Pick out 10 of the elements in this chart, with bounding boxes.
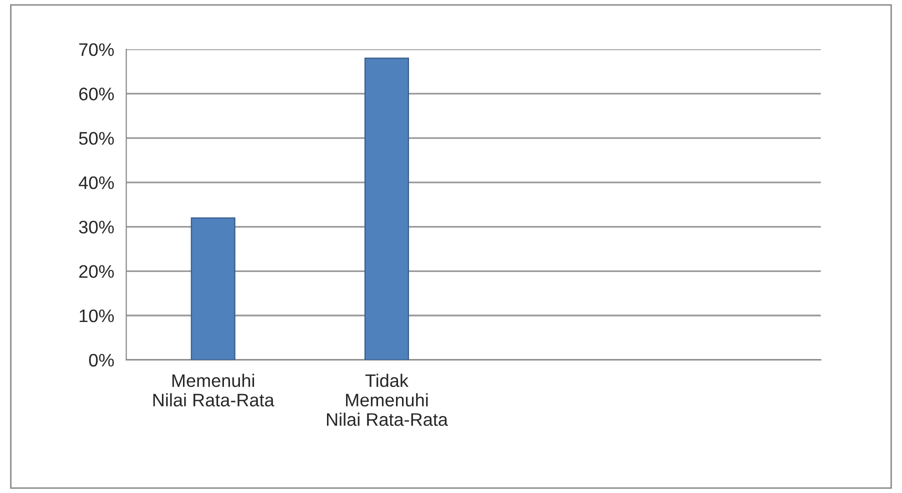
x-tick-label: Memenuhi Nilai Rata-Rata [153, 374, 274, 406]
y-tick-label: 0% [89, 354, 114, 367]
y-tick-label: 60% [79, 88, 114, 100]
x-tick-label: Tidak Memenuhi Nilai Rata-Rata [327, 374, 448, 426]
y-tick-label: 70% [79, 43, 114, 56]
y-tick-label: 40% [78, 176, 114, 190]
y-tick-label: 20% [79, 265, 114, 278]
y-tick-label: 30% [79, 220, 114, 234]
y-tick-label: 50% [79, 132, 114, 145]
y-tick-label: 10% [80, 309, 114, 322]
